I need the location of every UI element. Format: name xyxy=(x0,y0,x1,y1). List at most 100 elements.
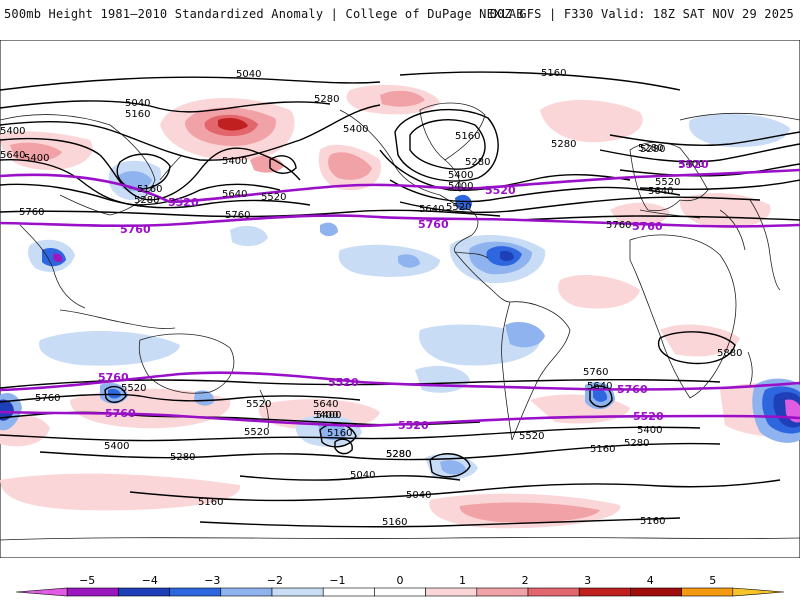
pos-anomaly xyxy=(540,100,643,143)
contour-5160-north xyxy=(399,71,681,91)
contour-5640-ne xyxy=(399,196,761,214)
purple-contour-label: 5760 xyxy=(105,407,136,420)
colorbar-tick-label: 0 xyxy=(397,574,404,587)
height-label: 5040 xyxy=(350,470,375,481)
height-label: 5640 xyxy=(419,204,444,215)
colorbar-tick-label: −3 xyxy=(204,574,220,587)
height-label: 5160 xyxy=(541,68,566,79)
height-label: 5160 xyxy=(640,516,665,527)
coast-north-america xyxy=(339,109,489,259)
height-label: 5400 xyxy=(222,156,247,167)
height-label: 5640 xyxy=(587,381,612,392)
coast-mediterranean xyxy=(639,209,701,219)
colorbar-cell xyxy=(374,587,426,597)
colorbar-tick-label: 2 xyxy=(522,574,529,587)
height-label: 5880 xyxy=(717,348,742,359)
height-label: 5520 xyxy=(261,192,286,203)
colorbar-tick-label: −2 xyxy=(267,574,283,587)
contour-5280-east xyxy=(609,131,800,146)
height-label: 5520 xyxy=(655,177,680,188)
height-label: 5520 xyxy=(246,399,271,410)
pos-anomaly xyxy=(218,118,248,131)
colorbar-cell xyxy=(476,587,529,597)
colorbar-tick-label: −4 xyxy=(142,574,158,587)
contour-5760-ne xyxy=(519,215,800,221)
contour-low-ne-pac xyxy=(269,155,297,174)
purple-contour-label: 5520 xyxy=(633,410,664,423)
map-title: 500mb Height 1981–2010 Standardized Anom… xyxy=(4,7,524,21)
purple-contour-label: 5520 xyxy=(328,376,359,389)
height-label: 5760 xyxy=(225,210,250,221)
coast-asia-east xyxy=(679,112,800,121)
height-label: 5280 xyxy=(624,438,649,449)
purple-contour-label: 5520 xyxy=(485,184,516,197)
contour-low-sh2 xyxy=(429,453,471,478)
neg-anomaly xyxy=(53,253,63,262)
neg-anomaly xyxy=(230,225,268,247)
height-label: 5280 xyxy=(386,449,411,460)
coast-greenland xyxy=(419,102,486,161)
coast-madagascar xyxy=(747,351,753,386)
height-label: 5040 xyxy=(236,69,261,80)
colorbar-tick-label: 3 xyxy=(584,574,591,587)
contour-5280-south xyxy=(39,442,721,461)
coast-africa xyxy=(629,234,737,399)
anomaly-map: 5040 5160 5040 5160 5280 5400 5160 5280 … xyxy=(0,40,800,558)
colorbar-ticks: −5 −4 −3 −2 −1 0 1 2 3 4 5 xyxy=(79,574,716,587)
colorbar-cell xyxy=(425,587,478,597)
pos-anomaly xyxy=(459,502,600,523)
colorbar-cell xyxy=(118,587,170,597)
coast-arabia xyxy=(719,209,746,251)
height-label: 5640 xyxy=(222,189,247,200)
neg-anomaly xyxy=(593,389,608,402)
anomaly-shading xyxy=(0,84,800,529)
height-label: 5640 xyxy=(648,186,673,197)
colorbar-tick-label: 1 xyxy=(459,574,466,587)
height-label: 5400 xyxy=(343,124,368,135)
contour-5400-east xyxy=(599,143,800,163)
height-label: 5400 xyxy=(448,170,473,181)
height-label: 5400 xyxy=(0,126,25,137)
coast-europe xyxy=(629,141,709,212)
pos-anomaly xyxy=(0,473,241,511)
colorbar-tick-label: 4 xyxy=(647,574,654,587)
colorbar-cell xyxy=(630,587,682,597)
purple-contour-label: 5760 xyxy=(120,223,151,236)
height-label: 5040 xyxy=(125,98,150,109)
neg-anomaly xyxy=(194,390,215,406)
contour-5040-south xyxy=(239,475,461,481)
height-label: 5760 xyxy=(19,207,44,218)
height-label: 5640 xyxy=(0,150,25,161)
purple-contour-label: 5760 xyxy=(98,371,129,384)
coast-central-america xyxy=(454,251,511,303)
pos-anomaly xyxy=(328,152,372,180)
height-label: 5160 xyxy=(125,109,150,120)
coast-australia xyxy=(138,333,235,394)
coast-new-zealand xyxy=(259,389,269,429)
colorbar-cell xyxy=(578,587,631,597)
height-label: 5760 xyxy=(583,367,608,378)
height-label: 5160 xyxy=(382,517,407,528)
contour-5160-ant xyxy=(199,517,681,528)
height-label: 5520 xyxy=(519,431,544,442)
coast-antarctica xyxy=(0,537,800,541)
height-label: 5280 xyxy=(551,139,576,150)
colorbar-cell xyxy=(527,587,580,597)
neg-anomaly xyxy=(0,399,14,421)
contour-5640-a xyxy=(0,183,311,209)
pos-anomaly xyxy=(10,142,62,162)
height-label: 5280 xyxy=(386,449,411,460)
neg-anomaly xyxy=(500,250,514,261)
purple-contour-label: 5520 xyxy=(168,196,199,209)
height-label: 5520 xyxy=(446,202,471,213)
colorbar-cell xyxy=(15,587,68,597)
height-label: 5520 xyxy=(244,427,269,438)
coast-japan xyxy=(159,154,183,181)
run-info: 00Z GFS | F330 Valid: 18Z SAT NOV 29 202… xyxy=(489,7,794,21)
contour-5760-a xyxy=(0,209,501,218)
colorbar-cell xyxy=(322,587,375,597)
purple-5760-nh xyxy=(0,214,800,228)
height-label: 5160 xyxy=(455,131,480,142)
neg-anomaly xyxy=(39,330,181,366)
height-label: 5160 xyxy=(198,497,223,508)
